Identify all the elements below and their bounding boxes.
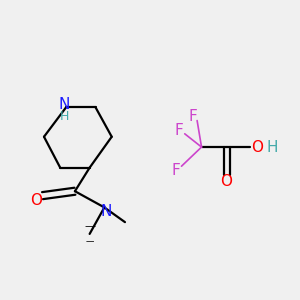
Text: H: H: [60, 110, 69, 123]
Text: —: —: [85, 237, 94, 246]
Text: N: N: [100, 204, 112, 219]
Text: F: F: [188, 109, 197, 124]
Text: N: N: [59, 98, 70, 112]
Text: O: O: [220, 174, 232, 189]
Text: —: —: [84, 222, 95, 232]
Text: F: F: [172, 163, 180, 178]
Text: O: O: [30, 193, 42, 208]
Text: H: H: [266, 140, 278, 154]
Text: F: F: [175, 123, 183, 138]
Text: O: O: [251, 140, 263, 154]
